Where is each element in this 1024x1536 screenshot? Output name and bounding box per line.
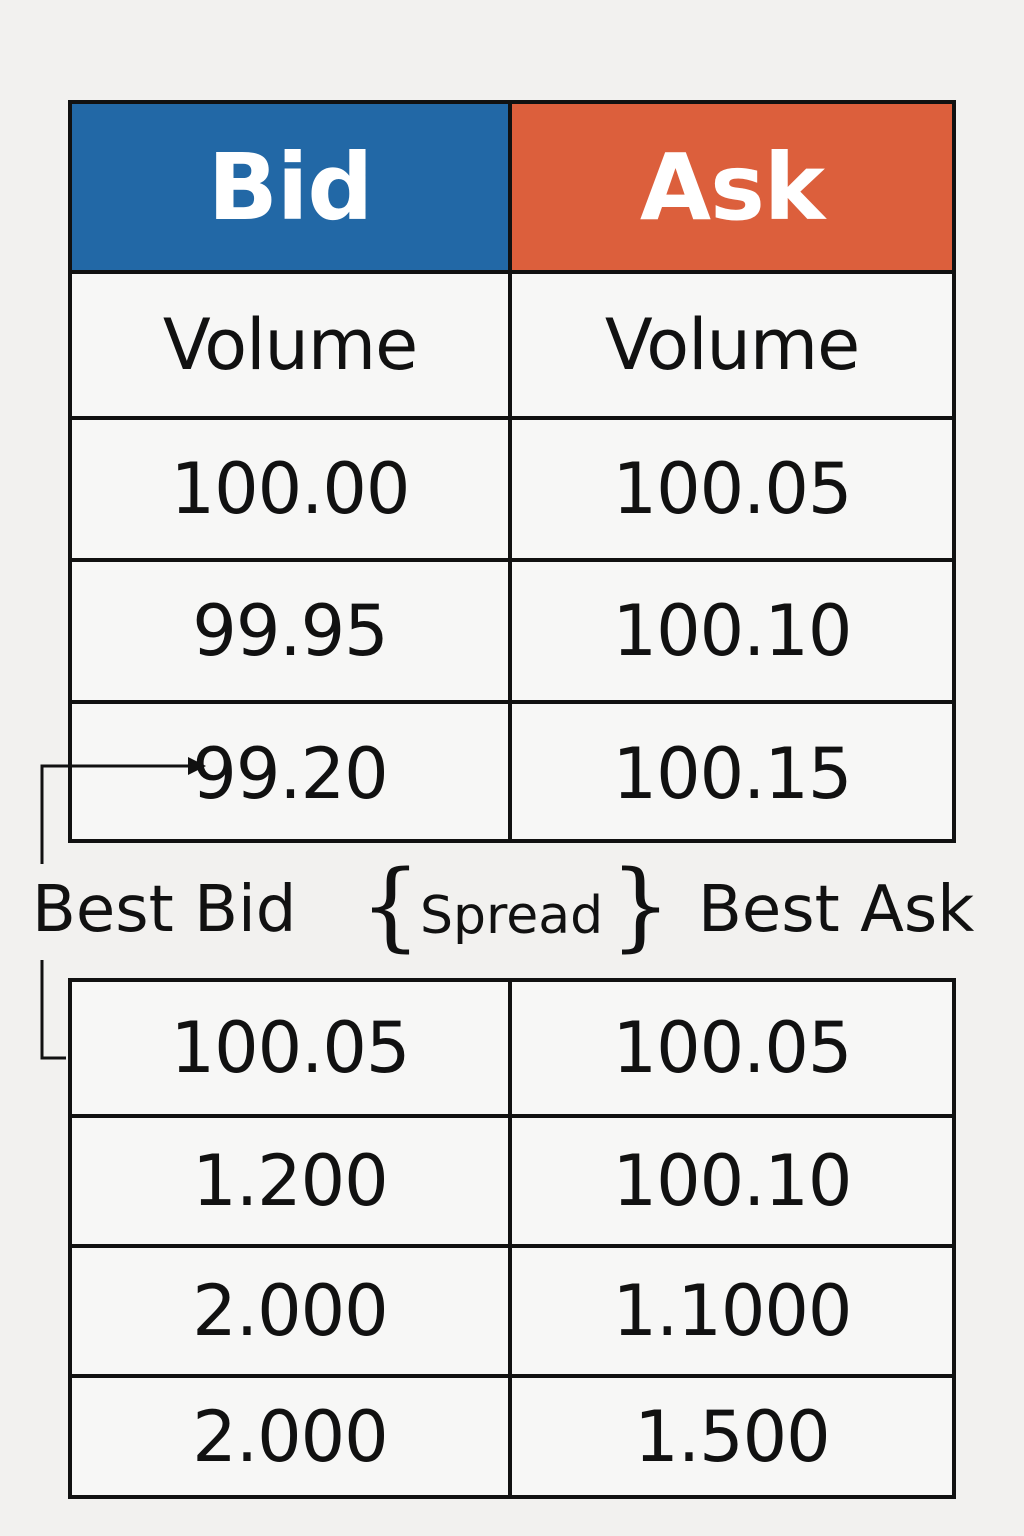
bid-cell: 99.95 [72, 562, 512, 700]
table-row: 2.000 1.1000 [72, 1248, 952, 1378]
spread-label: Spread [420, 886, 604, 946]
table-row: 99.20 100.15 [72, 704, 952, 843]
bid-value: 2.000 [192, 1270, 388, 1352]
ask-value: 1.500 [634, 1395, 830, 1478]
ask-price: 100.05 [612, 448, 853, 530]
ask-header: Ask [512, 104, 952, 270]
ask-cell: 100.05 [512, 982, 952, 1114]
ask-value: 100.05 [612, 1007, 853, 1089]
table-row: 100.05 100.05 [72, 982, 952, 1118]
table-row: 1.200 100.10 [72, 1118, 952, 1248]
bid-cell: 100.00 [72, 420, 512, 558]
connector-lower-line [40, 960, 66, 1060]
ask-price: 100.10 [612, 590, 853, 672]
ask-price: 100.15 [612, 732, 853, 815]
order-book-top-table: Bid Ask Volume Volume 100.00 100.05 99.9… [68, 100, 956, 843]
bid-price: 99.95 [192, 590, 388, 672]
ask-volume-text: Volume [604, 304, 860, 386]
ask-value: 100.10 [612, 1140, 853, 1222]
bid-price: 100.00 [170, 448, 411, 530]
bid-cell: 1.200 [72, 1118, 512, 1244]
right-brace-icon: } [610, 850, 672, 962]
bid-value: 100.05 [170, 1007, 411, 1089]
bid-volume-label: Volume [72, 274, 512, 416]
ask-cell: 100.10 [512, 562, 952, 700]
bid-value: 2.000 [192, 1395, 388, 1478]
ask-cell: 1.500 [512, 1378, 952, 1495]
best-bid-label: Best Bid [32, 873, 297, 947]
ask-cell: 100.15 [512, 704, 952, 843]
ask-cell: 100.05 [512, 420, 952, 558]
table-row: 99.95 100.10 [72, 562, 952, 704]
volume-label-row: Volume Volume [72, 274, 952, 420]
order-book-bottom-table: 100.05 100.05 1.200 100.10 2.000 1.1000 … [68, 978, 956, 1499]
best-bid-price: 99.20 [192, 732, 388, 815]
bid-value: 1.200 [192, 1140, 388, 1222]
header-row: Bid Ask [72, 104, 952, 274]
best-ask-label: Best Ask [698, 873, 975, 947]
ask-value: 1.1000 [612, 1270, 853, 1352]
bid-header: Bid [72, 104, 512, 270]
left-brace-icon: { [360, 850, 422, 962]
ask-volume-label: Volume [512, 274, 952, 416]
bid-cell: 100.05 [72, 982, 512, 1114]
ask-cell: 1.1000 [512, 1248, 952, 1374]
table-row: 2.000 1.500 [72, 1378, 952, 1495]
ask-header-label: Ask [639, 133, 825, 241]
bid-cell: 2.000 [72, 1378, 512, 1495]
bid-header-label: Bid [207, 133, 374, 241]
ask-cell: 100.10 [512, 1118, 952, 1244]
table-row: 100.00 100.05 [72, 420, 952, 562]
best-bid-cell: 99.20 [72, 704, 512, 843]
bid-volume-text: Volume [162, 304, 418, 386]
bid-cell: 2.000 [72, 1248, 512, 1374]
